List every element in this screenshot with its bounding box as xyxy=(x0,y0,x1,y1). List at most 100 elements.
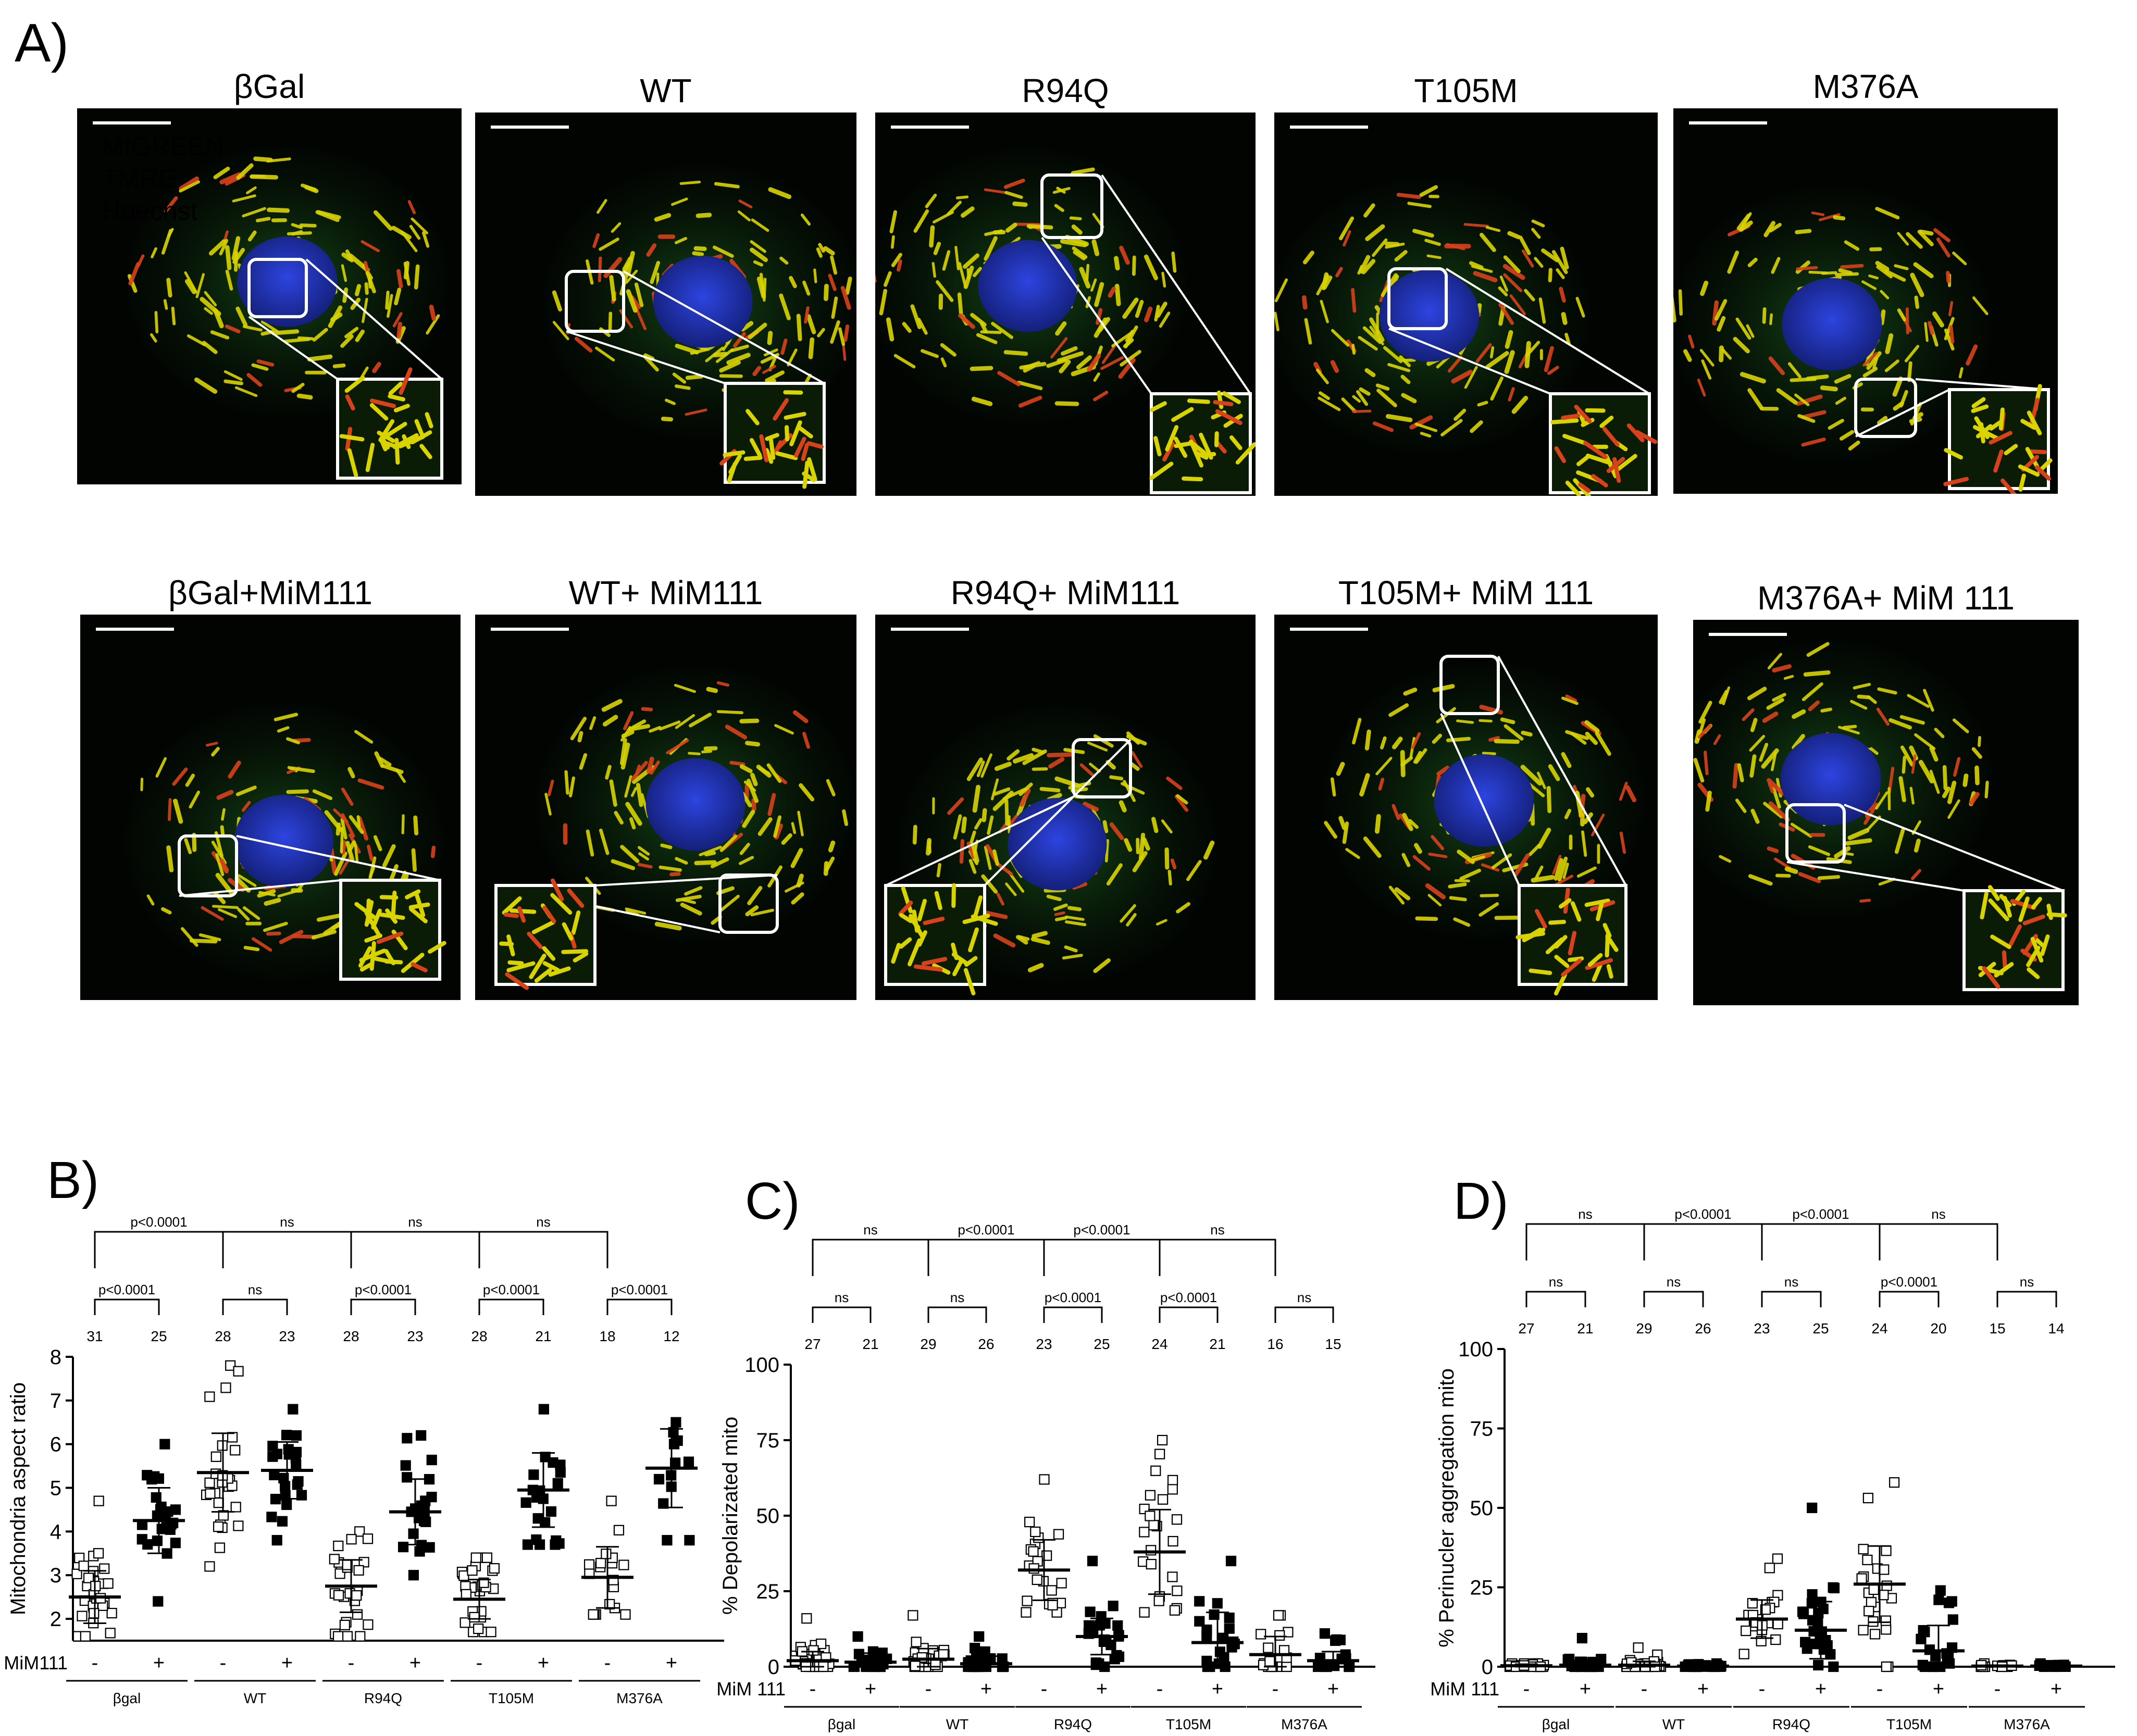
data-point xyxy=(486,1627,496,1638)
treatment-label: MiM 111 xyxy=(716,1678,786,1700)
treatment-sign: + xyxy=(1212,1678,1223,1700)
image-title-m376a-mim-111: M376A+ MiM 111 xyxy=(1757,579,2015,617)
data-point xyxy=(670,1417,681,1428)
data-point xyxy=(528,1469,539,1480)
treatment-sign: - xyxy=(604,1652,611,1674)
nucleus xyxy=(978,240,1077,332)
data-point xyxy=(152,1535,163,1546)
data-point xyxy=(613,1525,625,1535)
data-point xyxy=(1150,1465,1161,1476)
data-point xyxy=(1112,1620,1123,1631)
panel-label: C) xyxy=(745,1172,800,1230)
significance-bracket xyxy=(94,1298,160,1315)
data-point xyxy=(159,1439,170,1450)
data-point xyxy=(1139,1607,1150,1618)
sample-count: 31 xyxy=(86,1328,103,1344)
data-point xyxy=(397,1542,409,1553)
data-point xyxy=(353,1565,364,1576)
sample-count: 14 xyxy=(2048,1320,2064,1337)
data-point xyxy=(1881,1661,1892,1672)
treatment-sign: - xyxy=(1994,1678,2001,1700)
data-point xyxy=(653,1473,665,1485)
significance-label: ns xyxy=(1931,1206,1945,1222)
data-point xyxy=(1770,1634,1781,1645)
treatment-sign: - xyxy=(925,1678,932,1700)
sample-count: 18 xyxy=(599,1328,615,1344)
data-point xyxy=(342,1631,353,1642)
data-point xyxy=(1747,1598,1758,1609)
data-point xyxy=(288,1404,299,1415)
significance-bracket xyxy=(478,1298,544,1315)
significance-label: p<0.0001 xyxy=(483,1282,540,1297)
data-point xyxy=(1869,1629,1881,1640)
data-point xyxy=(1056,1578,1067,1589)
data-point xyxy=(333,1540,344,1552)
y-tick-label: 0 xyxy=(1482,1656,1493,1679)
data-point xyxy=(1329,1660,1340,1671)
data-point xyxy=(1881,1624,1892,1635)
data-point xyxy=(414,1546,425,1557)
sample-count: 29 xyxy=(1636,1320,1652,1337)
data-point xyxy=(1933,1594,1944,1605)
data-point xyxy=(684,1535,695,1546)
data-point xyxy=(352,1609,363,1620)
treatment-sign: + xyxy=(1096,1678,1108,1700)
data-point xyxy=(1760,1604,1771,1615)
data-point xyxy=(1169,1605,1181,1616)
data-point xyxy=(233,1366,244,1377)
data-point xyxy=(852,1631,863,1642)
data-point xyxy=(531,1534,542,1545)
nucleus xyxy=(1781,733,1881,826)
data-point xyxy=(554,1538,565,1549)
significance-bracket xyxy=(94,1231,224,1268)
data-point xyxy=(281,1499,292,1510)
data-point xyxy=(291,1430,302,1441)
treatment-sign: - xyxy=(1272,1678,1279,1700)
treatment-sign: - xyxy=(220,1652,227,1674)
treatment-sign: - xyxy=(810,1678,816,1700)
y-tick-label: 25 xyxy=(756,1580,780,1603)
data-point xyxy=(71,1568,82,1579)
zoom-region xyxy=(178,834,238,897)
treatment-sign: + xyxy=(281,1652,293,1674)
data-point xyxy=(408,1528,419,1539)
sample-count: 21 xyxy=(1209,1336,1225,1352)
data-point xyxy=(233,1520,244,1531)
data-point xyxy=(346,1534,357,1545)
significance-label: p<0.0001 xyxy=(1881,1274,1937,1290)
treatment-sign: - xyxy=(1877,1678,1883,1700)
data-point xyxy=(1157,1434,1168,1446)
data-point xyxy=(1858,1625,1869,1635)
data-point xyxy=(583,1559,595,1570)
data-point xyxy=(170,1538,181,1548)
data-point xyxy=(1085,1621,1096,1632)
treatment-sign: + xyxy=(1580,1678,1591,1700)
data-point xyxy=(618,1559,629,1570)
data-point xyxy=(1158,1494,1169,1505)
treatment-sign: + xyxy=(1327,1678,1339,1700)
data-point xyxy=(974,1631,985,1642)
treatment-sign: + xyxy=(1697,1678,1709,1700)
data-point xyxy=(225,1360,236,1371)
treatment-sign: + xyxy=(2051,1678,2062,1700)
data-point xyxy=(1319,1628,1331,1639)
y-tick-label: 4 xyxy=(50,1520,61,1543)
sample-count: 20 xyxy=(1930,1320,1946,1337)
nucleus xyxy=(653,256,753,348)
data-point xyxy=(1264,1656,1275,1667)
sample-count: 25 xyxy=(151,1328,167,1344)
image-title-wt-mim111: WT+ MiM111 xyxy=(569,574,763,611)
data-point xyxy=(1947,1614,1958,1625)
significance-bracket xyxy=(1159,1306,1219,1323)
data-point xyxy=(473,1623,484,1634)
significance-bracket xyxy=(1879,1291,1940,1307)
data-point xyxy=(402,1433,413,1444)
image-title-m376a: M376A xyxy=(1813,68,1919,105)
significance-bracket xyxy=(222,1298,288,1315)
data-point xyxy=(416,1430,427,1441)
data-point xyxy=(522,1539,533,1550)
treatment-sign: - xyxy=(476,1652,483,1674)
data-point xyxy=(1212,1598,1223,1609)
data-point xyxy=(1943,1597,1955,1608)
data-point xyxy=(351,1590,362,1601)
